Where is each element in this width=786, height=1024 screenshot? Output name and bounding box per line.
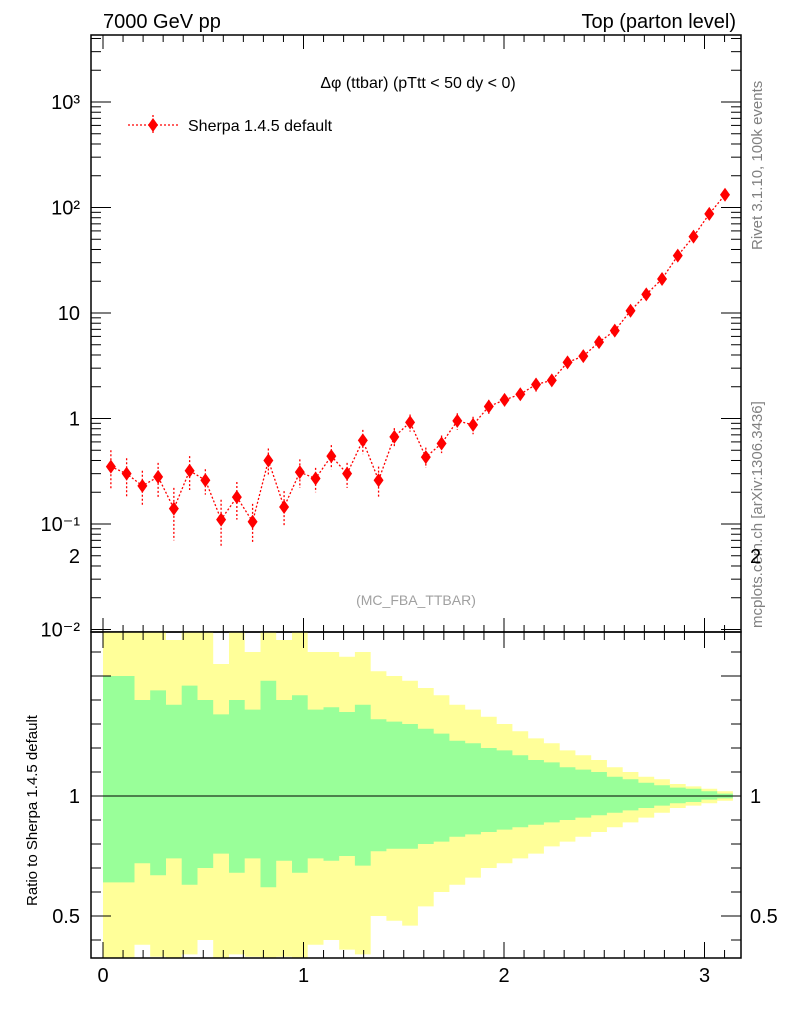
- data-point: [373, 473, 384, 488]
- rivet-version-label: Rivet 3.1.10, 100k events: [749, 81, 766, 250]
- data-point: [531, 377, 542, 392]
- data-point: [704, 206, 715, 221]
- mcplots-reference-label: mcplots.cern.ch [arXiv:1306.3436]: [749, 401, 766, 628]
- legend-entry-label: Sherpa 1.4.5 default: [188, 118, 333, 135]
- legend: Sherpa 1.4.5 default: [128, 115, 333, 135]
- data-point: [672, 248, 683, 263]
- ratio-y-axis-label: Ratio to Sherpa 1.4.5 default: [24, 714, 41, 906]
- analysis-watermark: (MC_FBA_TTBAR): [356, 592, 476, 608]
- x-tick-label: 0: [97, 965, 108, 987]
- data-point: [279, 499, 290, 514]
- data-point: [688, 229, 699, 244]
- data-point: [594, 335, 605, 350]
- data-point: [641, 287, 652, 302]
- ratio-y-tick-label: 2: [69, 546, 80, 568]
- ratio-y-tick-label: 0.5: [52, 906, 80, 928]
- ratio-axes: 0.5 0.5 1 1 2 2 0 1 2 3: [52, 546, 778, 987]
- ratio-inner-band: [103, 676, 733, 888]
- x-tick-label: 2: [498, 965, 509, 987]
- data-point: [720, 187, 731, 202]
- data-point: [121, 466, 132, 481]
- data-point: [436, 436, 447, 451]
- main-title: Δφ (ttbar) (pTtt < 50 dy < 0): [320, 75, 515, 92]
- data-point: [452, 413, 463, 428]
- series-line: [110, 194, 726, 524]
- data-point: [499, 392, 510, 407]
- data-point: [405, 415, 416, 430]
- data-point: [468, 417, 479, 432]
- data-point: [546, 373, 557, 388]
- data-point: [609, 323, 620, 338]
- data-point: [184, 463, 195, 478]
- main-panel: Δφ (ttbar) (pTtt < 50 dy < 0) (MC_FBA_TT…: [41, 34, 742, 642]
- data-point: [105, 459, 116, 474]
- data-point: [231, 490, 242, 505]
- y-tick-label: 1: [69, 409, 80, 431]
- data-point: [483, 399, 494, 414]
- x-tick-label: 3: [699, 965, 710, 987]
- data-point: [420, 450, 431, 465]
- data-point: [200, 473, 211, 488]
- header-process-label: Top (parton level): [581, 11, 736, 33]
- data-point: [263, 453, 274, 468]
- legend-marker: [148, 118, 158, 132]
- ratio-panel: 0.5 0.5 1 1 2 2 0 1 2 3 Ratio to Sherpa 1.4.5 def…: [24, 546, 778, 987]
- data-point: [515, 387, 526, 402]
- data-point: [625, 303, 636, 318]
- ratio-y-tick-label-right: 0.5: [750, 906, 778, 928]
- data-point: [357, 433, 368, 448]
- y-tick-label: 10: [58, 303, 80, 325]
- data-point: [326, 449, 337, 464]
- y-tick-label: 10²: [51, 198, 80, 220]
- data-point: [578, 349, 589, 364]
- data-point: [294, 465, 305, 480]
- data-point: [389, 429, 400, 444]
- main-series-layer: [105, 187, 731, 548]
- header-energy-label: 7000 GeV pp: [103, 11, 221, 33]
- x-tick-label: 1: [298, 965, 309, 987]
- data-point: [247, 514, 258, 529]
- ratio-y-tick-label-right: 1: [750, 786, 761, 808]
- data-point: [342, 466, 353, 481]
- ratio-y-tick-label: 1: [69, 786, 80, 808]
- data-point: [310, 471, 321, 486]
- data-point: [216, 512, 227, 527]
- y-tick-label: 10⁻²: [41, 620, 81, 642]
- data-point: [562, 355, 573, 370]
- data-point: [168, 501, 179, 516]
- ratio-bands-layer: [103, 632, 733, 958]
- main-axes: 10⁻² 10⁻¹ 1 10 10² 10³: [41, 35, 741, 642]
- y-tick-label: 10³: [51, 92, 80, 114]
- ratio-y-tick-label-right: 2: [750, 546, 761, 568]
- y-tick-label: 10⁻¹: [41, 514, 81, 536]
- ratio-frame: [90, 631, 742, 959]
- data-point: [657, 272, 668, 287]
- data-point: [137, 478, 148, 493]
- data-point: [153, 469, 164, 484]
